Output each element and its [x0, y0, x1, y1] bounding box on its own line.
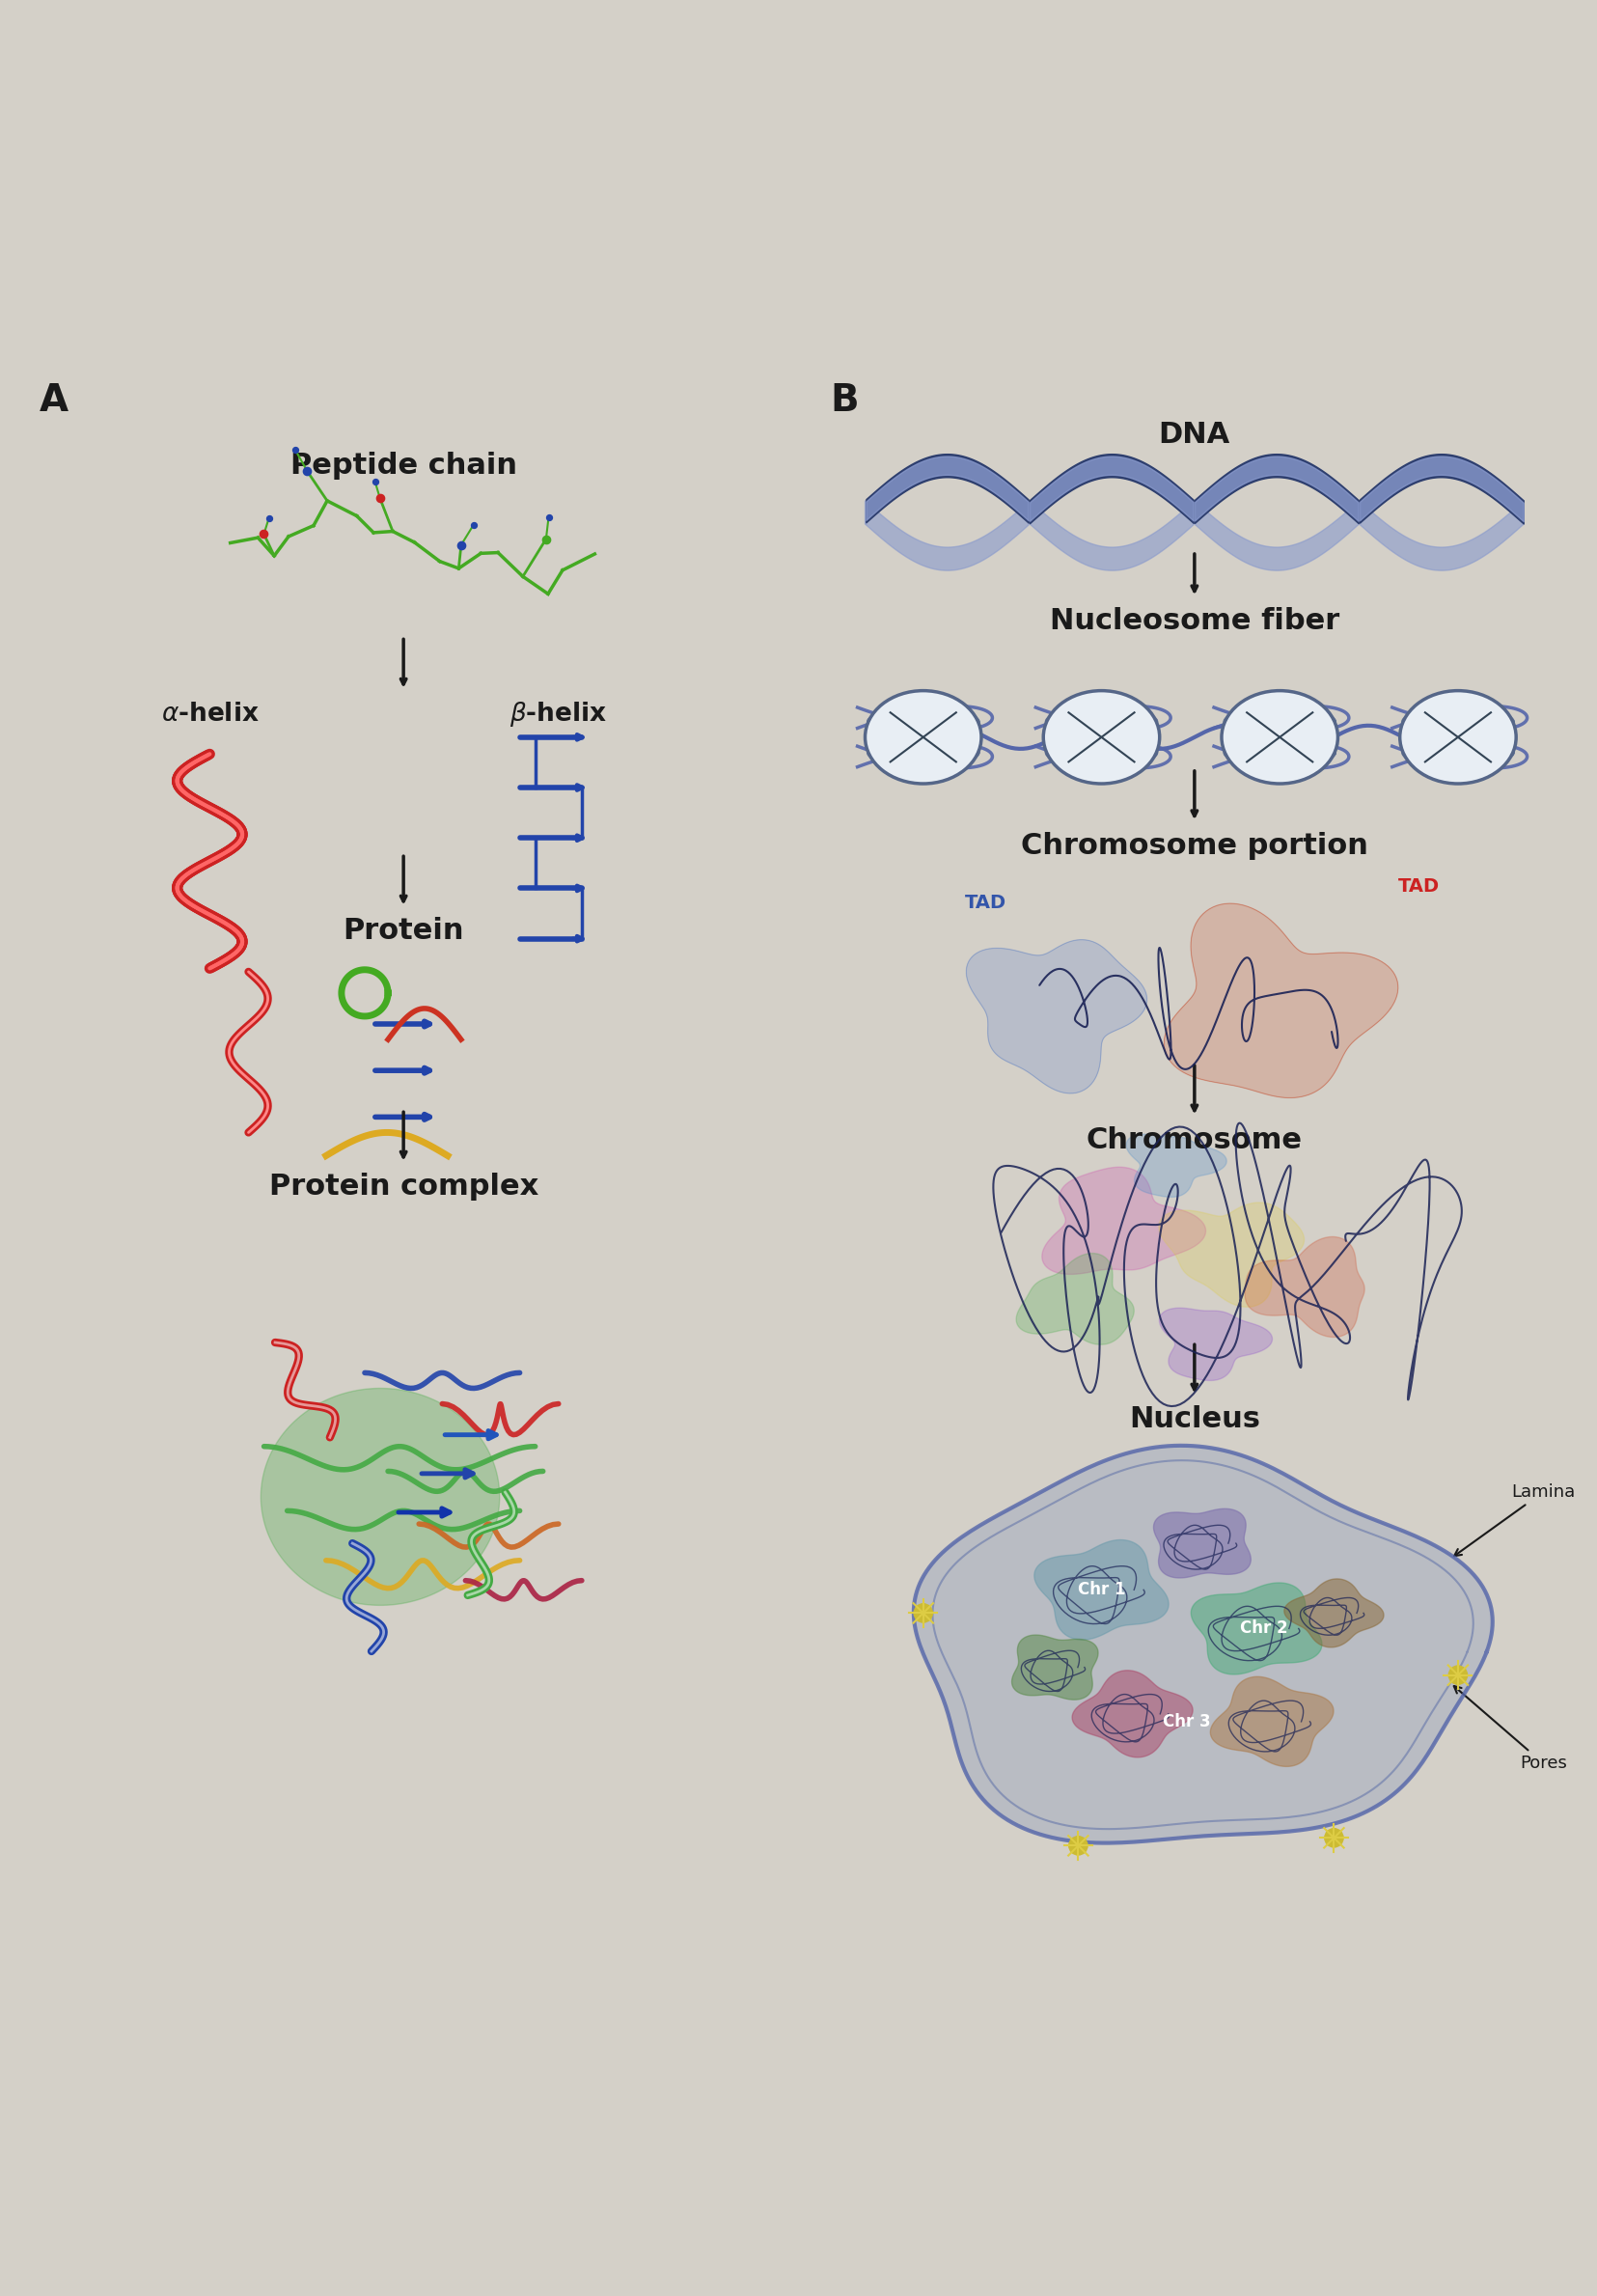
Text: Protein complex: Protein complex [268, 1173, 538, 1201]
Polygon shape [1153, 1508, 1250, 1577]
Polygon shape [1072, 1671, 1191, 1756]
Polygon shape [1159, 1309, 1271, 1380]
Circle shape [913, 1605, 933, 1623]
Polygon shape [1244, 1238, 1364, 1336]
Polygon shape [1016, 1254, 1134, 1345]
Polygon shape [913, 1446, 1492, 1844]
Text: Nucleus: Nucleus [1127, 1405, 1260, 1433]
Text: TAD: TAD [965, 893, 1006, 912]
Polygon shape [1033, 1541, 1167, 1639]
Text: DNA: DNA [1158, 420, 1230, 448]
Polygon shape [1284, 1580, 1383, 1646]
Ellipse shape [1399, 691, 1516, 783]
Circle shape [1324, 1828, 1343, 1848]
Text: Pores: Pores [1453, 1685, 1567, 1773]
Text: Lamina: Lamina [1453, 1483, 1575, 1557]
Text: Chromosome: Chromosome [1086, 1127, 1302, 1155]
Polygon shape [1158, 1203, 1303, 1306]
Text: TAD: TAD [1397, 877, 1439, 895]
Polygon shape [966, 939, 1147, 1093]
Ellipse shape [1043, 691, 1159, 783]
Text: Chr 1: Chr 1 [1076, 1582, 1124, 1598]
Circle shape [1448, 1667, 1466, 1685]
Text: A: A [40, 383, 69, 420]
Polygon shape [1011, 1635, 1097, 1699]
Text: $\beta$-helix: $\beta$-helix [509, 700, 607, 728]
Polygon shape [1209, 1676, 1333, 1766]
Text: $\alpha$-helix: $\alpha$-helix [161, 700, 259, 726]
Ellipse shape [864, 691, 981, 783]
Text: B: B [830, 383, 858, 420]
Polygon shape [1163, 902, 1397, 1097]
Polygon shape [260, 1389, 500, 1605]
Text: Chr 2: Chr 2 [1239, 1621, 1287, 1637]
Ellipse shape [1220, 691, 1337, 783]
Polygon shape [1126, 1134, 1226, 1196]
Text: Nucleosome fiber: Nucleosome fiber [1049, 606, 1338, 636]
Circle shape [1068, 1837, 1088, 1855]
Text: Chr 3: Chr 3 [1163, 1713, 1211, 1731]
Text: Chromosome portion: Chromosome portion [1020, 831, 1367, 859]
Polygon shape [1190, 1582, 1321, 1674]
Text: Peptide chain: Peptide chain [291, 452, 516, 480]
Polygon shape [1041, 1166, 1206, 1274]
Text: Protein: Protein [343, 916, 463, 946]
